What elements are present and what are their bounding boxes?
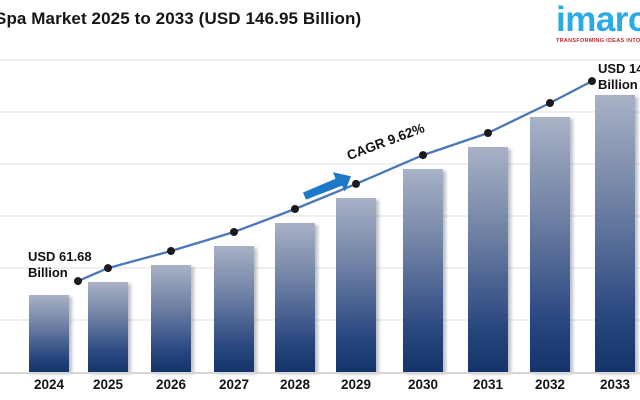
bar-2026	[151, 265, 191, 372]
x-axis-label-2026: 2026	[155, 377, 187, 392]
bar-2025	[88, 282, 128, 372]
gridline	[0, 59, 640, 61]
gridline	[0, 111, 640, 113]
trendline-markers	[74, 77, 596, 286]
end-value-label: USD 146.95 Billion	[598, 61, 640, 93]
growth-arrow-icon	[303, 172, 351, 200]
bar-2024	[29, 295, 69, 372]
marker-2033	[588, 77, 596, 86]
x-axis-line	[0, 372, 640, 374]
start-value-line1: USD 61.68	[28, 249, 92, 264]
bar-2030	[403, 169, 443, 372]
bar-2029	[336, 197, 376, 372]
marker-2027	[230, 228, 238, 236]
start-value-label: USD 61.68 Billion	[28, 249, 92, 281]
x-axis-label-2029: 2029	[340, 377, 372, 392]
bar-2031	[468, 147, 508, 372]
imarc-logo: imarc TRANSFORMING IDEAS INTO IMPACT	[556, 1, 640, 45]
start-value-line2: Billion	[28, 265, 68, 280]
x-axis-label-2033: 2033	[599, 377, 631, 392]
marker-2031	[484, 129, 492, 137]
x-axis-label-2031: 2031	[472, 377, 504, 392]
marker-2029	[352, 179, 360, 188]
imarc-logo-text: imarc	[556, 0, 640, 39]
bar-2027	[214, 246, 254, 372]
cagr-label: CAGR 9.62%	[344, 120, 427, 163]
x-axis-label-2030: 2030	[407, 377, 439, 392]
x-axis-label-2024: 2024	[33, 377, 65, 392]
chart-title: Spa Market 2025 to 2033 (USD 146.95 Bill…	[0, 9, 362, 28]
bar-2033	[595, 95, 635, 372]
bar-2028	[275, 223, 315, 372]
marker-2030	[419, 151, 427, 160]
marker-2028	[291, 205, 299, 213]
imarc-logo-tagline: TRANSFORMING IDEAS INTO IMPACT	[556, 38, 640, 44]
marker-2026	[167, 247, 175, 255]
end-value-line2: Billion	[598, 77, 638, 92]
x-axis-label-2025: 2025	[92, 377, 124, 392]
x-axis-label-2027: 2027	[218, 377, 250, 392]
bar-2032	[530, 117, 570, 372]
marker-2032	[546, 99, 554, 107]
x-axis-label-2032: 2032	[534, 377, 566, 392]
x-axis-label-2028: 2028	[279, 377, 311, 392]
end-value-line1: USD 146.95	[598, 61, 640, 76]
gridline	[0, 319, 640, 321]
